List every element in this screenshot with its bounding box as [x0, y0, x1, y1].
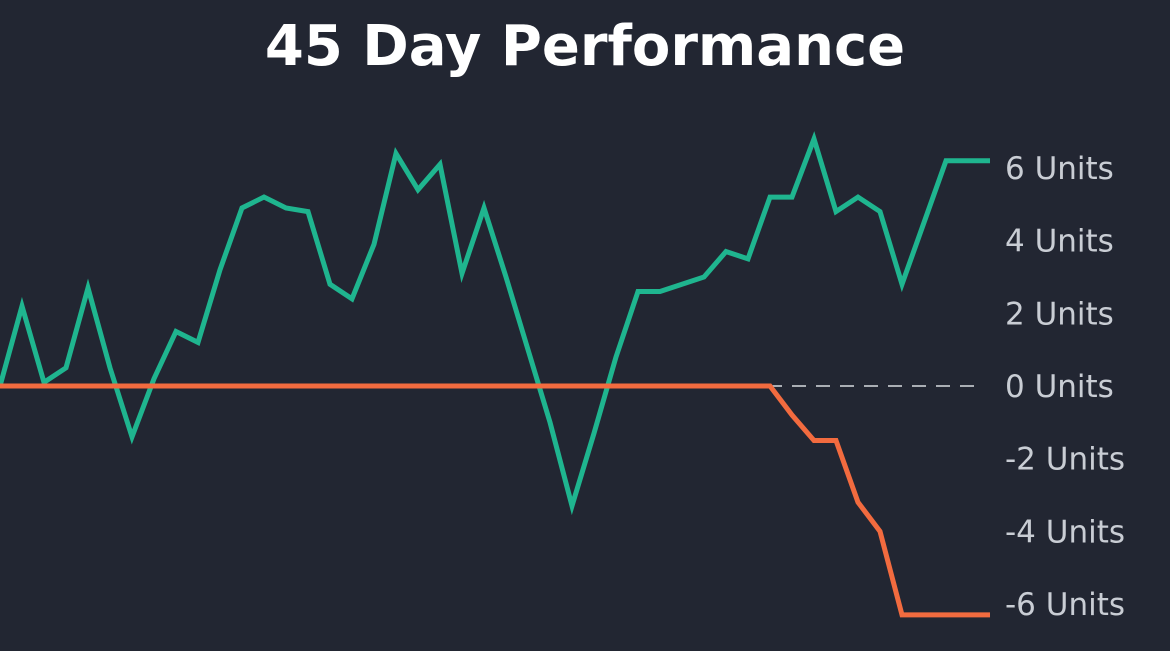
y-tick-label: 4 Units [1005, 224, 1114, 260]
chart-title: 45 Day Performance [265, 14, 905, 79]
y-axis-tick-labels: 6 Units 4 Units 2 Units 0 Units -2 Units -4 U… [1005, 151, 1125, 623]
y-tick-label: 2 Units [1005, 296, 1114, 332]
y-tick-label: -4 Units [1005, 514, 1125, 550]
y-tick-label: -2 Units [1005, 442, 1125, 478]
y-tick-label: 6 Units [1005, 151, 1114, 187]
series-layer [0, 131, 990, 618]
y-tick-label: 0 Units [1005, 369, 1114, 405]
series-line-1 [0, 131, 990, 516]
series-line-2 [0, 383, 990, 618]
y-tick-label: -6 Units [1005, 587, 1125, 623]
